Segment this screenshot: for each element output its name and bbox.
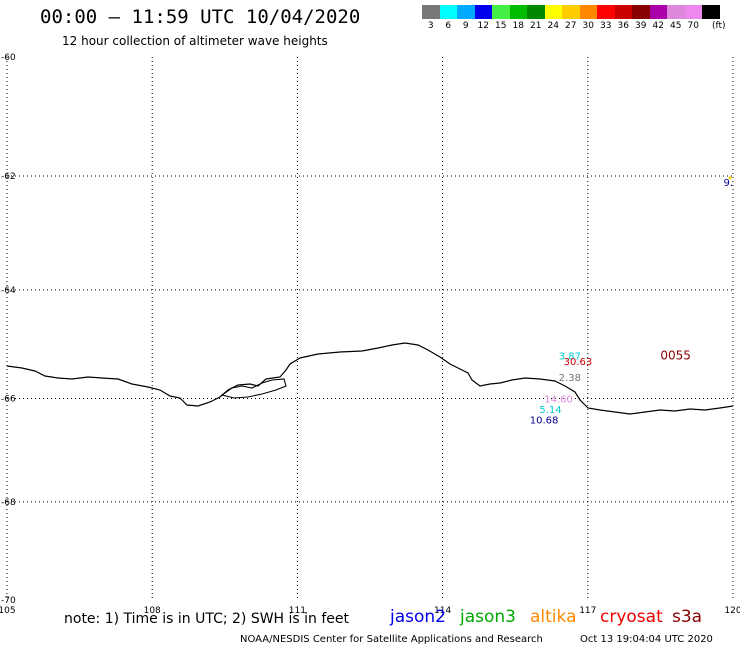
lat-tick-label: -62 [1,172,16,182]
legend-label: 15 [495,21,507,31]
legend-swatch [667,5,685,19]
coastline-inlet [220,378,287,399]
observation-label: 2.38 [559,373,581,384]
legend-label: 42 [652,21,664,31]
satellite-jason2: jason2 [390,607,446,627]
legend-swatch [544,5,562,19]
legend-label: 39 [635,21,647,31]
legend-swatch [509,5,527,19]
legend-label: 33 [600,21,612,31]
legend-swatch [597,5,615,19]
legend-label: 27 [565,21,577,31]
credit-line: NOAA/NESDIS Center for Satellite Applica… [240,634,543,645]
lat-tick-label: -64 [1,286,16,296]
legend-label: 21 [530,21,542,31]
lon-tick-label: 105 [0,606,16,616]
lon-tick-label: 111 [289,606,306,616]
legend-label: 3 [427,21,434,31]
observation-label: 9. [723,178,733,189]
color-legend [422,5,720,19]
satellite-jason3: jason3 [460,607,516,627]
lon-tick-label: 114 [434,606,451,616]
legend-swatch [439,5,457,19]
observation-label: 30.63 [564,357,593,368]
satellite-s3a: s3a [672,607,703,627]
legend-label: 30 [582,21,594,31]
legend-swatch [562,5,580,19]
observation-label: 5.14 [539,405,561,416]
legend-swatch [422,5,440,19]
legend-unit: (ft) [712,21,726,31]
track-point [728,176,732,180]
legend-swatch [702,5,720,19]
lat-tick-label: -70 [1,596,16,606]
legend-label: 12 [477,21,489,31]
legend-label: 70 [687,21,699,31]
page-title: 00:00 – 11:59 UTC 10/04/2020 [40,6,361,28]
credit-timestamp: Oct 13 19:04:04 UTC 2020 [580,634,713,645]
observation-label: 14.60 [544,394,573,405]
legend-label: 45 [670,21,682,31]
color-legend-labels: 3 6 9 12 15 18 21 24 27 30 33 36 39 42 45 70 [422,21,720,31]
legend-swatch [457,5,475,19]
legend-swatch [684,5,702,19]
legend-swatch [614,5,632,19]
satellite-cryosat: cryosat [600,607,663,627]
legend-swatch [474,5,492,19]
observation-label: 10.68 [530,416,559,427]
page-subtitle: 12 hour collection of altimeter wave hei… [62,34,328,48]
lon-tick-label: 117 [579,606,596,616]
lat-tick-label: -68 [1,498,16,508]
legend-swatch [632,5,650,19]
observation-label: 0055 [660,349,691,363]
observation-label: 3.87 [559,352,581,363]
satellite-altika: altika [530,607,577,627]
legend-label: 36 [617,21,629,31]
lat-tick-label: -66 [1,394,16,404]
legend-label: 9 [462,21,469,31]
coastline [6,342,734,415]
legend-swatch [579,5,597,19]
lon-tick-label: 108 [144,606,161,616]
legend-swatch [527,5,545,19]
legend-label: 18 [512,21,524,31]
lon-tick-label: 120 [724,606,740,616]
legend-label: 24 [547,21,559,31]
legend-swatch [649,5,667,19]
footer-note: note: 1) Time is in UTC; 2) SWH is in fe… [64,611,350,627]
legend-label: 6 [445,21,452,31]
legend-swatch [492,5,510,19]
lat-tick-label: -60 [1,53,16,63]
